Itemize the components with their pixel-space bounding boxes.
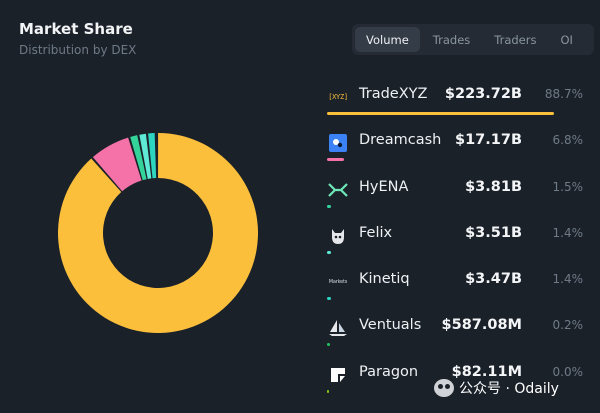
share-bar — [327, 389, 329, 393]
share-bar — [327, 297, 331, 301]
donut-slice-dreamcash[interactable] — [92, 137, 142, 192]
donut-slice-hyena[interactable] — [130, 135, 147, 181]
share-bar-track — [327, 158, 583, 162]
dex-name: Ventuals — [359, 317, 422, 334]
dex-volume: $82.11M — [451, 363, 522, 380]
felix-logo-icon — [328, 226, 348, 246]
watermark-text: 公众号 · Odaily — [459, 381, 559, 397]
watermark: 公众号 · Odaily — [434, 378, 559, 398]
tab-oi[interactable]: OI — [560, 32, 573, 47]
kinetiq-logo-icon: Markets — [328, 272, 348, 292]
dex-share: 6.8% — [552, 133, 584, 148]
share-bar-track — [327, 389, 583, 393]
share-bar — [327, 204, 331, 208]
dreamcash-logo-icon — [328, 133, 348, 153]
share-bar-track — [327, 297, 583, 301]
tab-traders[interactable]: Traders — [494, 32, 537, 47]
dex-volume: $17.17B — [454, 132, 522, 149]
dex-row-kinetiq[interactable]: Markets Kinetiq $3.47B 1.4% — [325, 258, 587, 304]
donut-slice-felix[interactable] — [139, 133, 152, 179]
wechat-icon — [434, 379, 454, 397]
ventuals-logo-icon — [328, 318, 348, 338]
kinetiq-logo-text: Markets — [328, 279, 348, 286]
dex-row-dreamcash[interactable]: Dreamcash $17.17B 6.8% — [325, 119, 587, 165]
page-title: Market Share — [19, 20, 133, 38]
dex-volume: $3.51B — [465, 224, 522, 241]
dex-name: TradeXYZ — [359, 86, 428, 102]
dex-name: Paragon — [359, 363, 419, 380]
share-bar-track — [327, 343, 583, 347]
page-subtitle: Distribution by DEX — [19, 43, 137, 57]
share-bar — [327, 112, 555, 115]
donut-slice-kinetiq[interactable] — [148, 133, 157, 179]
dex-name: Dreamcash — [359, 132, 442, 149]
dex-row-paragon[interactable]: Paragon $82.11M 0.0% — [325, 351, 587, 397]
paragon-logo-icon — [328, 365, 348, 385]
tradexyz-logo-text: [XYZ] — [328, 93, 348, 101]
dex-row-hyena[interactable]: HyENA $3.81B 1.5% — [325, 166, 587, 212]
dex-share: 1.5% — [552, 179, 584, 194]
dex-name: HyENA — [359, 178, 409, 195]
share-bar — [327, 250, 331, 254]
dex-volume: $3.47B — [465, 271, 522, 288]
tab-trades[interactable]: Trades — [432, 32, 471, 47]
tab-volume[interactable]: Volume — [355, 27, 420, 52]
dex-volume: $223.72B — [444, 86, 522, 102]
share-bar-track — [327, 250, 583, 254]
tradexyz-logo-icon: [XYZ] — [328, 87, 348, 107]
dex-share: 88.7% — [544, 87, 583, 101]
donut-slice-tradexyz[interactable] — [57, 133, 258, 333]
metric-tabs: Volume Trades Traders OI — [352, 24, 594, 55]
hyena-logo-icon — [328, 180, 348, 200]
dex-row-tradexyz[interactable]: [XYZ] TradeXYZ $223.72B 88.7% — [325, 73, 587, 119]
dex-share: 0.0% — [552, 364, 584, 379]
dex-volume: $587.08M — [441, 317, 522, 334]
donut-svg — [57, 133, 258, 333]
share-bar — [327, 343, 331, 347]
dex-row-felix[interactable]: Felix $3.51B 1.4% — [325, 212, 587, 258]
dex-share: 0.2% — [552, 318, 584, 333]
dex-name: Kinetiq — [359, 271, 410, 288]
share-bar-track — [327, 204, 583, 208]
share-bar-track — [327, 112, 583, 115]
market-share-donut-chart — [48, 123, 268, 343]
dex-share: 1.4% — [552, 225, 584, 240]
dex-list: [XYZ] TradeXYZ $223.72B 88.7% Dreamcash … — [325, 73, 587, 397]
dex-volume: $3.81B — [465, 178, 522, 195]
dex-share: 1.4% — [552, 272, 584, 287]
share-bar — [327, 158, 345, 162]
dex-row-ventuals[interactable]: Ventuals $587.08M 0.2% — [325, 304, 587, 350]
dex-name: Felix — [359, 224, 393, 241]
